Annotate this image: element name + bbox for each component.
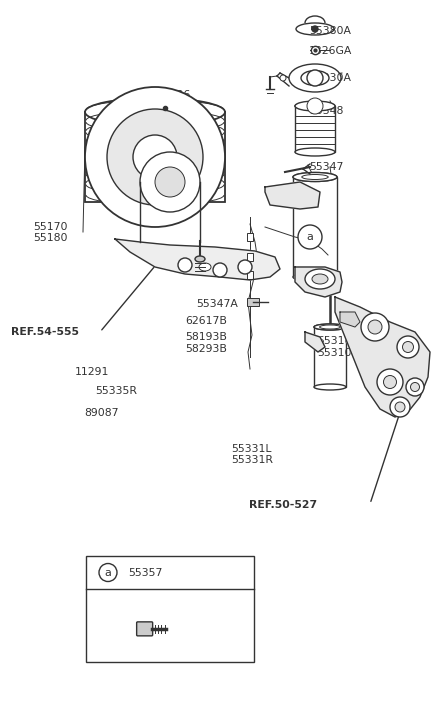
Circle shape [298, 225, 322, 249]
Ellipse shape [314, 324, 346, 330]
Ellipse shape [301, 71, 329, 86]
Circle shape [395, 402, 405, 412]
Text: 55310C
55310D: 55310C 55310D [318, 336, 360, 358]
Bar [247, 271, 253, 279]
Ellipse shape [295, 102, 335, 110]
Ellipse shape [85, 98, 225, 126]
Circle shape [411, 382, 419, 392]
Circle shape [361, 313, 389, 341]
Text: a: a [306, 232, 314, 242]
Text: 55347A: 55347A [196, 299, 238, 309]
Ellipse shape [296, 23, 334, 35]
Ellipse shape [305, 269, 335, 289]
Ellipse shape [295, 148, 335, 156]
Polygon shape [305, 332, 325, 352]
Text: 55331L
55331R: 55331L 55331R [232, 443, 273, 465]
FancyBboxPatch shape [137, 622, 153, 636]
Text: a: a [105, 568, 112, 577]
Ellipse shape [314, 384, 346, 390]
Ellipse shape [302, 174, 328, 180]
Polygon shape [295, 267, 342, 297]
Circle shape [307, 98, 323, 114]
Circle shape [133, 135, 177, 179]
Circle shape [280, 75, 286, 81]
Circle shape [403, 342, 414, 353]
Ellipse shape [314, 324, 346, 330]
Ellipse shape [133, 108, 177, 116]
Bar [247, 298, 259, 306]
Circle shape [390, 397, 410, 417]
Circle shape [384, 376, 396, 388]
Circle shape [397, 336, 419, 358]
Bar [247, 253, 253, 261]
Bar [314, 327, 346, 387]
Text: 55396
54645: 55396 54645 [157, 89, 191, 111]
Circle shape [213, 263, 227, 277]
Text: 89087: 89087 [84, 408, 118, 418]
Text: 58193B
58293B: 58193B 58293B [185, 332, 227, 354]
Ellipse shape [295, 101, 335, 111]
Circle shape [307, 70, 323, 86]
Circle shape [406, 378, 424, 396]
Circle shape [85, 87, 225, 227]
Text: 55357: 55357 [128, 568, 162, 577]
Polygon shape [340, 312, 360, 327]
Ellipse shape [199, 263, 211, 271]
Text: 55330A: 55330A [309, 73, 351, 83]
Ellipse shape [293, 273, 337, 281]
Text: REF.50-527: REF.50-527 [249, 500, 317, 510]
Text: 55348: 55348 [309, 105, 343, 116]
Ellipse shape [312, 274, 328, 284]
Ellipse shape [107, 103, 203, 121]
Text: 55380A: 55380A [309, 25, 351, 36]
Ellipse shape [289, 64, 341, 92]
Circle shape [140, 152, 200, 212]
Circle shape [238, 260, 252, 274]
Ellipse shape [195, 256, 205, 262]
Circle shape [368, 320, 382, 334]
Text: 55347: 55347 [309, 162, 343, 172]
Ellipse shape [293, 172, 337, 182]
Bar [86, 556, 254, 662]
Text: 55170
55180: 55170 55180 [33, 222, 67, 244]
Circle shape [107, 109, 203, 205]
Circle shape [99, 563, 117, 582]
Bar [85, 112, 225, 202]
Polygon shape [265, 182, 320, 209]
Text: 11291: 11291 [75, 367, 109, 377]
Circle shape [178, 258, 192, 272]
Text: 1326GA: 1326GA [309, 46, 352, 56]
Text: REF.54-555: REF.54-555 [11, 327, 79, 337]
Text: 62617B: 62617B [185, 316, 227, 326]
Polygon shape [335, 297, 430, 417]
Bar [295, 106, 335, 152]
Circle shape [377, 369, 403, 395]
Bar [293, 177, 337, 277]
Bar [247, 233, 253, 241]
Ellipse shape [293, 172, 337, 182]
Text: 55335R: 55335R [95, 386, 137, 396]
Polygon shape [115, 239, 280, 280]
Circle shape [312, 26, 318, 32]
Circle shape [155, 167, 185, 197]
Ellipse shape [320, 325, 340, 329]
